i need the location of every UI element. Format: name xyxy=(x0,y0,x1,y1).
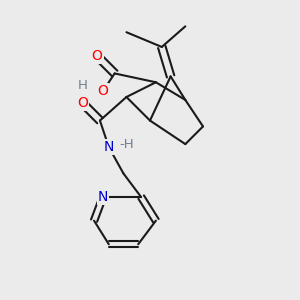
Text: N: N xyxy=(98,190,108,204)
Text: O: O xyxy=(98,84,108,98)
Text: -H: -H xyxy=(119,138,134,151)
Text: H: H xyxy=(77,79,87,92)
Text: O: O xyxy=(92,49,102,63)
Text: N: N xyxy=(103,140,114,154)
Text: O: O xyxy=(77,96,88,110)
